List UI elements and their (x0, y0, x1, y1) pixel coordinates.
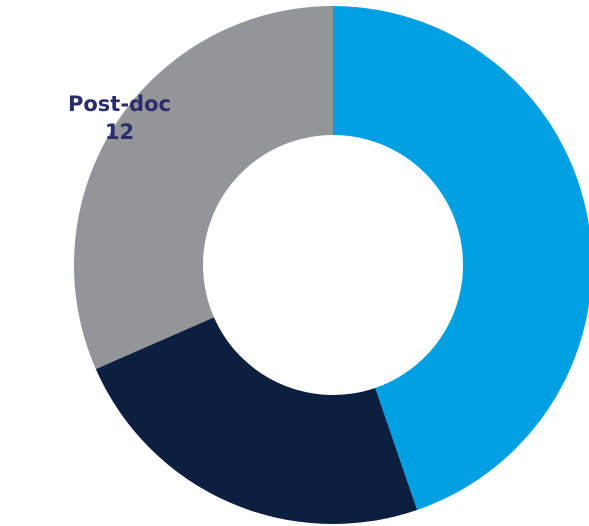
segment-label: Post-doc (68, 92, 171, 116)
segment-value: 12 (105, 120, 134, 144)
donut-segment (333, 6, 589, 510)
donut-segment (74, 6, 333, 370)
donut-segment (95, 317, 418, 524)
